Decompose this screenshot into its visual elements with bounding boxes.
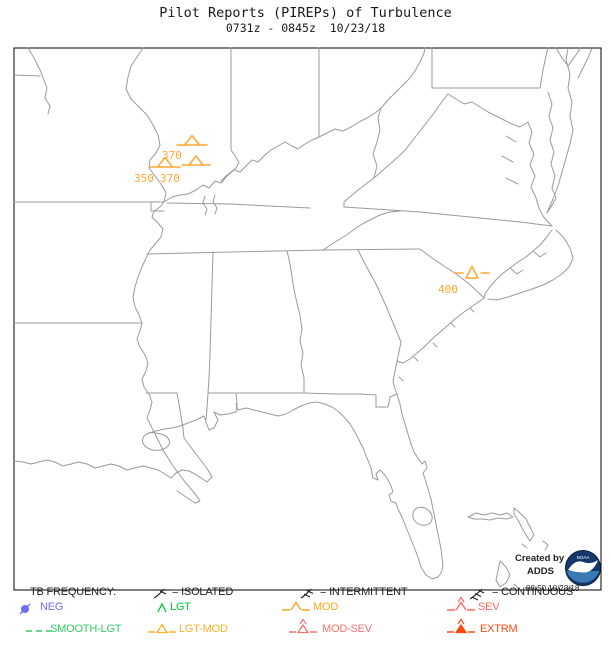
continuous-label: = CONTINUOUS (492, 586, 574, 598)
mod-sev-label: MOD-SEV (322, 623, 372, 635)
state-boundaries (13, 47, 553, 439)
pirep-symbol-light-moderate[interactable] (454, 265, 490, 279)
smooth-lgt-icon (25, 627, 54, 635)
pirep-symbol-moderate[interactable] (149, 156, 181, 168)
page-subtitle: 0731z - 0845z 10/23/18 (225, 21, 386, 35)
pirep-flight-level: 350 (134, 172, 154, 185)
neg-icon (18, 602, 33, 616)
rivers (125, 47, 529, 504)
pirep-symbol-moderate[interactable] (181, 155, 211, 166)
lgt-label: LGT (170, 601, 191, 613)
mod-label: MOD (313, 601, 339, 613)
pirep-flight-level: 370 (162, 149, 182, 162)
noaa-logo-icon: NOAA (565, 550, 601, 586)
svg-text:NOAA: NOAA (577, 555, 590, 560)
intermittent-label: = INTERMITTENT (320, 586, 408, 598)
adds-stamp-text: Created by (515, 553, 565, 564)
lgt-mod-icon (147, 622, 178, 636)
intermittent-frequency-icon (298, 587, 315, 600)
lgt-mod-label: LGT-MOD (179, 623, 228, 635)
extrm-label: EXTRM (480, 623, 518, 635)
lakes-and-islands (141, 432, 549, 591)
pirep-flight-level: 370 (160, 172, 180, 185)
continuous-frequency-icon (468, 587, 485, 601)
pirep-flight-level: 400 (438, 283, 458, 296)
coastlines (13, 47, 593, 580)
isolated-frequency-icon (151, 587, 168, 600)
smooth-lgt-label: SMOOTH-LGT (50, 623, 122, 635)
pirep-symbol-moderate[interactable] (176, 134, 208, 146)
sev-icon (446, 596, 477, 614)
page-title: Pilot Reports (PIREPs) of Turbulence (159, 5, 452, 21)
mod-sev-icon (288, 618, 319, 636)
lgt-icon (154, 601, 170, 614)
mod-icon (281, 600, 312, 614)
pirep-reports: 370 350 370 400 (134, 134, 490, 296)
map-border (13, 47, 602, 591)
adds-stamp-name: ADDS (527, 566, 554, 577)
generation-timestamp: 08:50 10/23/18 (526, 584, 580, 593)
extrm-icon (446, 618, 477, 636)
sev-label: SEV (478, 601, 500, 613)
isolated-label: = ISOLATED (172, 586, 234, 598)
neg-label: NEG (40, 601, 64, 613)
legend-heading: TB FREQUENCY: (30, 586, 117, 598)
